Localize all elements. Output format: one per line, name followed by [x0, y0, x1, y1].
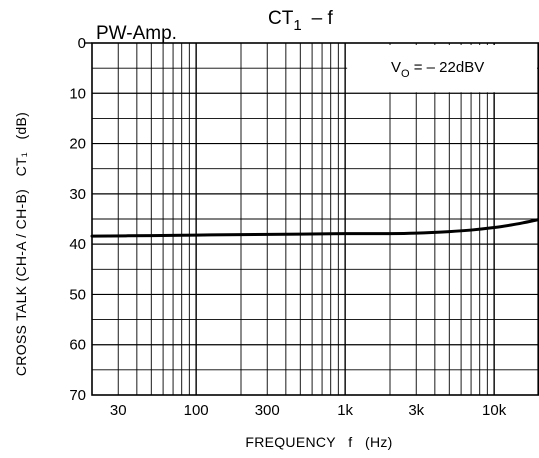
- y-tick-label: 60: [69, 337, 86, 354]
- annotation-sub: O: [401, 68, 410, 80]
- y-tick-label: 30: [69, 186, 86, 203]
- grid: [92, 43, 539, 395]
- y-tick-label: 50: [69, 286, 86, 303]
- chart-subtitle: PW-Amp.: [96, 23, 177, 44]
- subtitle-background: [93, 14, 203, 42]
- x-tick-label: 10k: [482, 402, 507, 419]
- y-tick-label: 40: [69, 236, 86, 253]
- chart-title: CT1 – f: [268, 8, 334, 34]
- y-axis-label: CROSS TALK (CH-A / CH-B) CT₁ (dB): [13, 112, 29, 376]
- series-layer: [90, 218, 539, 238]
- x-tick-label: 300: [255, 402, 280, 419]
- title-rest: – f: [312, 8, 334, 29]
- annotation-background: [347, 45, 537, 93]
- y-tick-labels: 0 10 20 30 40 50 60 70: [69, 35, 86, 404]
- y-tick-label: 10: [69, 85, 86, 102]
- title-main: CT: [268, 8, 294, 29]
- x-tick-label: 100: [184, 402, 209, 419]
- annotation-rest: = – 22dBV: [410, 59, 485, 76]
- annotation-box: [84, 14, 537, 93]
- x-axis-label: FREQUENCY f (Hz): [245, 434, 392, 450]
- x-tick-label: 1k: [337, 402, 353, 419]
- x-tick-label: 30: [110, 402, 127, 419]
- chart-annotation: VO = – 22dBV: [391, 59, 484, 80]
- y-tick-label: 0: [78, 35, 86, 52]
- x-tick-label: 3k: [408, 402, 424, 419]
- y-tick-label: 20: [69, 136, 86, 153]
- x-tick-labels: 30 100 300 1k 3k 10k: [110, 402, 507, 419]
- annotation-main: V: [391, 59, 401, 76]
- y-tick-label: 70: [69, 387, 86, 404]
- series-line-0: [90, 218, 539, 238]
- title-sub: 1: [293, 17, 301, 34]
